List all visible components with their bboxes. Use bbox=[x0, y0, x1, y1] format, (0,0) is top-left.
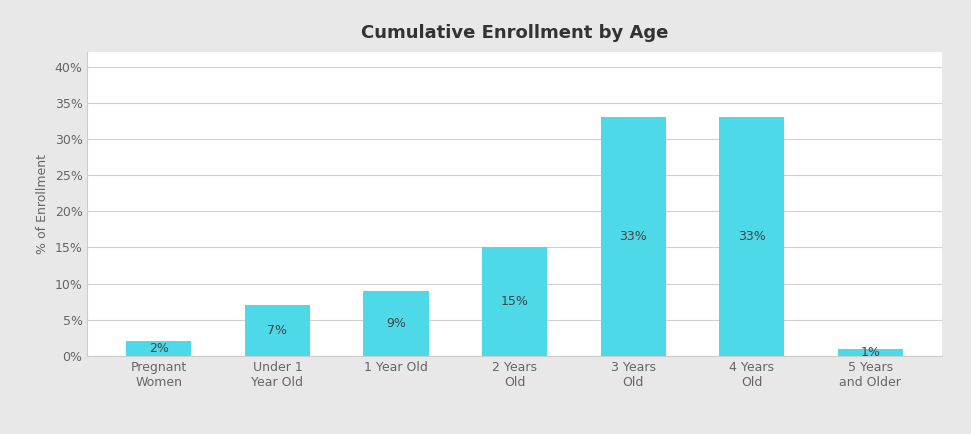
Bar bbox=[126, 342, 191, 356]
Bar bbox=[838, 349, 903, 356]
Bar bbox=[482, 247, 548, 356]
Title: Cumulative Enrollment by Age: Cumulative Enrollment by Age bbox=[361, 24, 668, 42]
Bar bbox=[720, 117, 785, 356]
Bar bbox=[601, 117, 666, 356]
Text: 15%: 15% bbox=[501, 295, 528, 308]
Text: 1%: 1% bbox=[860, 346, 881, 359]
Text: 33%: 33% bbox=[738, 230, 766, 243]
Y-axis label: % of Enrollment: % of Enrollment bbox=[36, 154, 50, 254]
Text: 9%: 9% bbox=[386, 317, 406, 330]
Text: 7%: 7% bbox=[267, 324, 287, 337]
Bar bbox=[363, 291, 428, 356]
Text: 33%: 33% bbox=[619, 230, 647, 243]
Bar bbox=[245, 305, 310, 356]
Text: 2%: 2% bbox=[149, 342, 169, 355]
